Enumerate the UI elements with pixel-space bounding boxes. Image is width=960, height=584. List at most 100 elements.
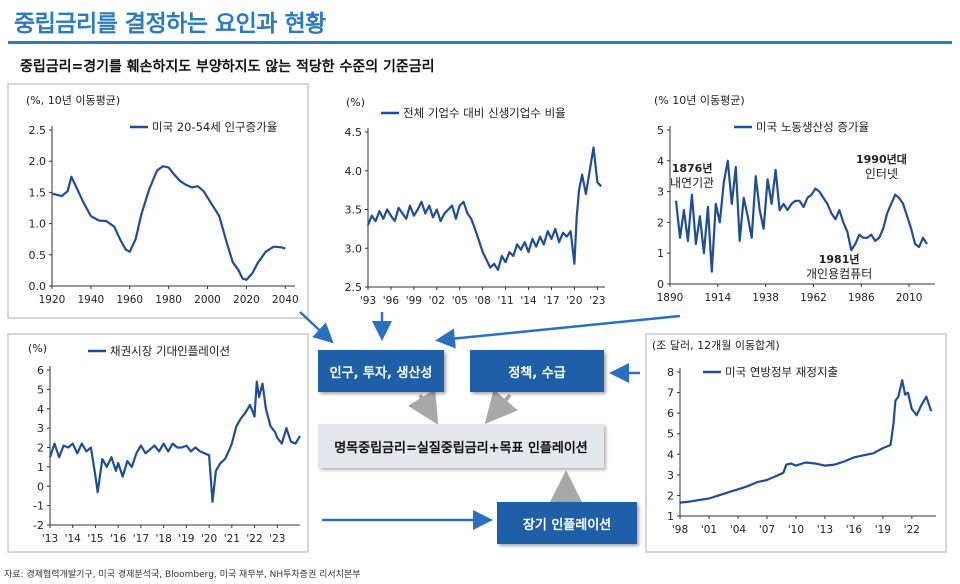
- c4-xtick-label: '14: [65, 533, 82, 545]
- c3-xtick-label: 1890: [657, 292, 684, 304]
- c4-ytick-label: 6: [37, 364, 44, 377]
- c3-ytick-label: 4: [657, 155, 664, 168]
- c2-ytick-label: 3.5: [345, 204, 363, 217]
- c4-xtick-label: '15: [87, 533, 103, 545]
- c1-xtick-label: 1940: [78, 294, 105, 306]
- c1-xtick-label: 2000: [194, 294, 221, 306]
- c4-xtick-label: '17: [133, 533, 149, 545]
- c1-series-line: [51, 165, 286, 281]
- annotation-1876: 1876년 내연기관: [670, 161, 714, 191]
- c3-unit-label: (% 10년 이동평균): [654, 94, 745, 107]
- c5-ytick-label: 4: [667, 448, 674, 461]
- c3-xtick-label: 1914: [704, 292, 731, 304]
- c3-legend-label: 미국 노동생산성 증가율: [756, 120, 869, 134]
- c2-xtick-label: '02: [429, 295, 445, 307]
- c1-ytick-label: 2.0: [29, 155, 47, 168]
- c2-ytick-label: 3.0: [345, 242, 363, 255]
- annotation-1981: 1981년 개인용컴퓨터: [806, 252, 872, 282]
- c4-legend-label: 채권시장 기대인플레이션: [110, 344, 230, 358]
- c3-ytick-label: 0: [657, 278, 664, 291]
- c1-ytick-label: 2.5: [29, 124, 47, 137]
- c5-ytick-label: 2: [667, 489, 674, 502]
- c4-ytick-label: -1: [33, 500, 44, 513]
- c5-xtick-label: '01: [701, 524, 717, 536]
- annotation-1990s: 1990년대 인터넷: [856, 152, 907, 182]
- c2-xtick-label: '14: [520, 295, 537, 307]
- c2-xtick-label: '93: [360, 295, 376, 307]
- c4-series-line: [48, 380, 301, 503]
- c3-ytick-label: 1: [657, 247, 664, 260]
- c4-ytick-label: 4: [37, 403, 44, 416]
- annotation-1876-year: 1876년: [671, 162, 713, 175]
- box-longinf-label: 장기 인플레이션: [522, 517, 612, 533]
- c2-xtick-label: '05: [452, 295, 468, 307]
- c5-ytick-label: 5: [667, 428, 674, 441]
- c5-legend-label: 미국 연방정부 재정지출: [725, 365, 838, 379]
- box-policy-label: 정책, 수급: [508, 365, 566, 381]
- c1-xtick-label: 1960: [116, 294, 143, 306]
- c1-xtick-label: 1920: [39, 294, 66, 306]
- c4-xtick-label: '20: [201, 533, 217, 545]
- annotation-1990s-text: 인터넷: [864, 167, 898, 181]
- c2-xtick-label: '96: [383, 295, 400, 307]
- chart5-frame: [645, 333, 947, 553]
- c4-xtick-label: '23: [269, 533, 285, 545]
- chart1-frame: [7, 83, 309, 319]
- c2-unit-label: (%): [346, 96, 365, 109]
- box-long-term-inflation: 장기 인플레이션: [497, 502, 637, 544]
- c1-unit-label: (%, 10년 이동평균): [26, 94, 120, 107]
- c2-xtick-label: '23: [589, 295, 605, 307]
- c4-ytick-label: 2: [37, 442, 44, 455]
- page-subtitle: 중립금리=경기를 훼손하지도 부양하지도 않는 적당한 수준의 기준금리: [20, 59, 435, 75]
- source-note: 자료: 경제협력개발기구, 미국 경제분석국, Bloomberg, 미국 재무…: [4, 570, 361, 580]
- c5-xtick-label: '22: [904, 524, 920, 536]
- c4-xtick-label: '18: [156, 533, 172, 545]
- c4-ytick-label: 3: [37, 422, 44, 435]
- c2-xtick-label: '11: [497, 295, 513, 307]
- c3-series-line: [674, 159, 928, 273]
- c1-ytick-label: 1.5: [29, 186, 47, 199]
- arrow-demo-to-nominal: [407, 389, 439, 425]
- box-demographics-investment-productivity: 인구, 투자, 생산성: [318, 350, 444, 392]
- c2-legend-label: 전체 기업수 대비 신생기업수 비율: [403, 106, 566, 120]
- box-policy-supply-demand: 정책, 수급: [470, 350, 604, 392]
- c4-ytick-label: 5: [37, 383, 44, 396]
- c4-ytick-label: 1: [37, 461, 44, 474]
- c4-ytick-label: -2: [33, 519, 44, 532]
- c2-xtick-label: '17: [543, 295, 559, 307]
- c3-ytick-label: 2: [657, 216, 664, 229]
- c2-series-line: [366, 146, 602, 271]
- c4-xtick-label: '22: [246, 533, 262, 545]
- c5-xtick-label: '07: [759, 524, 775, 536]
- c4-xtick-label: '21: [224, 533, 240, 545]
- c2-xtick-label: '08: [475, 295, 491, 307]
- c1-ytick-label: 1.0: [29, 218, 47, 231]
- c5-series-line: [679, 379, 933, 504]
- c3-xtick-label: 1986: [848, 292, 875, 304]
- box-nominal-label: 명목중립금리=실질중립금리+목표 인플레이션: [334, 440, 588, 456]
- c5-ytick-label: 1: [667, 510, 674, 523]
- title-underline: [8, 41, 952, 44]
- c2-ytick-label: 4.5: [345, 126, 363, 139]
- c5-xtick-label: '10: [788, 524, 804, 536]
- arrow-policy-to-nominal: [484, 389, 518, 425]
- c2-ytick-label: 2.5: [345, 281, 363, 294]
- c5-unit-label: (조 달러, 12개월 이동합계): [652, 339, 780, 352]
- c5-xtick-label: '98: [672, 524, 688, 536]
- c3-ytick-label: 3: [657, 186, 664, 199]
- box-nominal-neutral-rate: 명목중립금리=실질중립금리+목표 인플레이션: [318, 424, 604, 468]
- page-title: 중립금리를 결정하는 요인과 현황: [14, 11, 326, 37]
- annotation-1981-text: 개인용컴퓨터: [806, 267, 873, 281]
- c4-unit-label: (%): [28, 342, 47, 355]
- c5-xtick-label: '13: [817, 524, 833, 536]
- c1-xtick-label: 2040: [272, 294, 299, 306]
- c5-xtick-label: '19: [875, 524, 891, 536]
- c2-ytick-label: 4.0: [345, 165, 363, 178]
- c3-xtick-label: 1938: [752, 292, 779, 304]
- c5-ytick-label: 3: [667, 469, 674, 482]
- c4-xtick-label: '16: [110, 533, 127, 545]
- c1-xtick-label: 2020: [233, 294, 260, 306]
- c1-xtick-label: 1980: [155, 294, 182, 306]
- c3-xtick-label: 2010: [896, 292, 923, 304]
